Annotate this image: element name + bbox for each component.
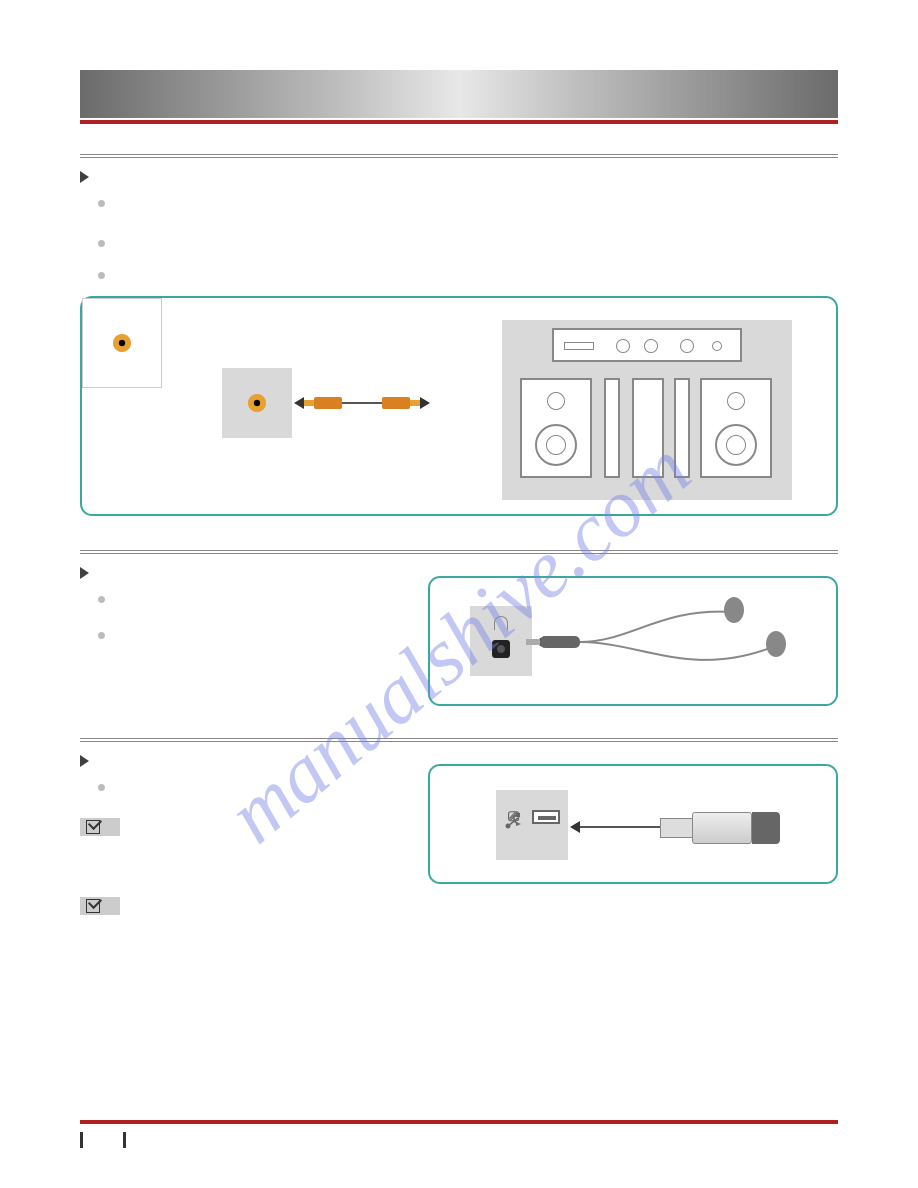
- earbud-wires: [430, 578, 840, 708]
- usb-cap: [752, 812, 780, 844]
- arrow-left-icon: [294, 397, 304, 409]
- check-icon: [86, 899, 100, 913]
- section-digital-audio: [80, 168, 838, 516]
- usb-port: [532, 810, 560, 824]
- usb-cable-line: [580, 826, 660, 828]
- section-usb: ⎚: [80, 752, 838, 918]
- usb-trident-icon: [504, 810, 524, 830]
- note-box: [80, 818, 120, 836]
- rca-pin: [304, 400, 314, 406]
- speaker-right: [700, 378, 772, 478]
- check-icon: [86, 820, 100, 834]
- amp-knob: [616, 339, 630, 353]
- note-box: [80, 897, 120, 915]
- dot-bullet-icon: [98, 200, 105, 207]
- center-speaker: [632, 378, 664, 478]
- tweeter: [547, 392, 565, 410]
- section-rule: [80, 154, 838, 158]
- usb-flash-drive: [660, 812, 780, 844]
- arrow-bullet-icon: [80, 567, 89, 579]
- coaxial-in-jack: [113, 334, 131, 352]
- footer-tick: [80, 1132, 83, 1148]
- dot-bullet-icon: [98, 596, 105, 603]
- amp-knob: [644, 339, 658, 353]
- footer-rule: [80, 1120, 838, 1124]
- header-banner: [80, 70, 838, 118]
- tower-speaker-right: [674, 378, 690, 478]
- footer: [80, 1131, 166, 1148]
- amp-display: [564, 342, 594, 350]
- audio-system: [502, 320, 792, 500]
- receiver-input-panel: [82, 298, 162, 388]
- speaker-left: [520, 378, 592, 478]
- connection-diagram-usb: ⎚: [428, 764, 838, 884]
- usb-panel: ⎚: [496, 790, 568, 860]
- arrow-bullet-icon: [80, 171, 89, 183]
- header-rule: [80, 120, 838, 124]
- coaxial-out-jack: [248, 394, 266, 412]
- woofer: [535, 424, 577, 466]
- arrow-bullet-icon: [80, 755, 89, 767]
- dot-bullet-icon: [98, 240, 105, 247]
- amp-knob: [680, 339, 694, 353]
- section-rule: [80, 738, 838, 742]
- dot-bullet-icon: [98, 632, 105, 639]
- woofer: [715, 424, 757, 466]
- tweeter: [727, 392, 745, 410]
- dot-bullet-icon: [98, 272, 105, 279]
- av-amplifier: [552, 328, 742, 362]
- coaxial-cable: [342, 402, 382, 404]
- bullet-item: [80, 236, 838, 250]
- dot-bullet-icon: [98, 784, 105, 791]
- bullet-item: [80, 196, 838, 210]
- connection-diagram-headphone: [428, 576, 838, 706]
- manual-page: ⎚ manualshive.com: [0, 0, 918, 1188]
- bullet-item: [80, 268, 838, 282]
- arrow-left-icon: [570, 821, 580, 833]
- usb-connector: [660, 818, 694, 838]
- usb-body: [692, 812, 752, 844]
- section-headphone: [80, 564, 838, 714]
- rca-plug-left: [314, 397, 342, 409]
- tv-output-panel: [222, 368, 292, 438]
- amp-knob: [712, 341, 722, 351]
- connection-diagram-digital: [80, 296, 838, 516]
- rca-pin: [410, 400, 420, 406]
- footer-tick: [123, 1132, 126, 1148]
- tower-speaker-left: [604, 378, 620, 478]
- rca-plug-right: [382, 397, 410, 409]
- section-rule: [80, 550, 838, 554]
- arrow-right-icon: [420, 397, 430, 409]
